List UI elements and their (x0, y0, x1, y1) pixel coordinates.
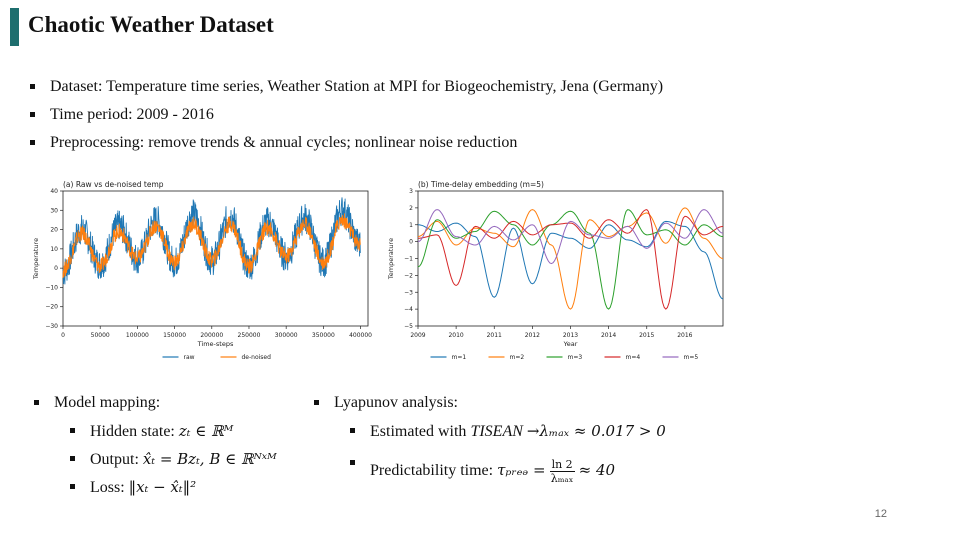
y-axis-label: Temperature (32, 238, 40, 280)
x-tick-label: 2010 (448, 332, 463, 339)
chart-time-delay-embedding: (b) Time-delay embedding (m=5)2009 2010 20… (387, 180, 724, 361)
bullet-preprocessing: Preprocessing: remove trends & annual cy… (30, 132, 663, 160)
tisean-label: TISEAN (470, 423, 523, 440)
series-line-m-4 (417, 209, 724, 310)
x-tick-label: 2012 (525, 332, 540, 339)
y-axis-label: Temperature (387, 238, 395, 280)
plot-frame (62, 190, 369, 327)
legend-label: m=4 (626, 354, 641, 361)
legend-label: m=1 (452, 354, 467, 361)
x-tick-label: 2013 (563, 332, 578, 339)
x-tick-label: 2011 (487, 332, 502, 339)
y-tick-label: 30 (50, 207, 58, 214)
x-tick-label: 2016 (677, 332, 692, 339)
fraction-numerator: ln 2 (549, 457, 575, 472)
x-tick-label: 300000 (275, 332, 298, 339)
y-tick-label: −3 (404, 289, 413, 296)
y-tick-label: 1 (409, 222, 413, 229)
x-tick-label: 100000 (126, 332, 149, 339)
x-tick-label: 0 (61, 332, 65, 339)
y-tick-label: −2 (404, 272, 413, 279)
y-tick-label: 2 (409, 205, 413, 212)
lambda-max-math: →λₘₐₓ ≈ 0.017 > 0 (526, 422, 666, 440)
tau-pred-math: τₚᵣₑₔ = (497, 461, 546, 479)
lyapunov-column: Lyapunov analysis: Estimated with TISEAN… (312, 392, 666, 488)
y-tick-label: 3 (409, 188, 413, 195)
output-math: x̂ₜ = Bzₜ, B ∈ ℝᴺˣᴹ (142, 450, 277, 468)
x-tick-label: 50000 (91, 332, 110, 339)
bullet-dataset: Dataset: Temperature time series, Weathe… (30, 76, 663, 104)
model-mapping-heading: Model mapping: (32, 392, 277, 420)
predictability-item: Predictability time: τₚᵣₑₔ = ln 2 λₘₐₓ ≈… (312, 452, 666, 488)
x-axis-label: Year (563, 340, 578, 348)
x-tick-label: 2014 (601, 332, 616, 339)
x-tick-label: 2015 (639, 332, 654, 339)
slide-title: Chaotic Weather Dataset (28, 12, 274, 37)
page-number: 12 (874, 508, 887, 520)
loss-item: Loss: ‖xₜ − x̂ₜ‖² (32, 476, 277, 504)
x-tick-label: 250000 (238, 332, 261, 339)
x-axis-label: Time-steps (197, 340, 234, 348)
series-line-de-noised (62, 213, 361, 278)
x-tick-label: 350000 (312, 332, 335, 339)
y-tick-label: 0 (409, 239, 413, 246)
y-tick-label: −4 (404, 306, 413, 313)
ln2-over-lambda-fraction: ln 2 λₘₐₓ (549, 457, 575, 485)
y-tick-label: −30 (45, 323, 58, 330)
chart-title: (a) Raw vs de-noised temp (63, 180, 164, 189)
hidden-state-math: zₜ ∈ ℝᴹ (178, 422, 234, 440)
estimate-item: Estimated with TISEAN →λₘₐₓ ≈ 0.017 > 0 (312, 420, 666, 448)
y-tick-label: −20 (45, 304, 58, 311)
fraction-denominator: λₘₐₓ (550, 471, 574, 485)
chart-raw-vs-denoised: (a) Raw vs de-noised temp 0 50000 100000 150… (32, 180, 372, 361)
series-line-raw (62, 197, 361, 285)
x-tick-label: 150000 (163, 332, 186, 339)
y-tick-label: 10 (50, 246, 58, 253)
bullet-time-period: Time period: 2009 - 2016 (30, 104, 663, 132)
title-accent-bar (10, 8, 19, 46)
approx-value-math: ≈ 40 (578, 461, 616, 479)
x-tick-label: 200000 (200, 332, 223, 339)
x-tick-label: 400000 (349, 332, 372, 339)
intro-bullets: Dataset: Temperature time series, Weathe… (30, 76, 663, 160)
legend-label: raw (184, 354, 195, 361)
legend-label: m=5 (684, 354, 699, 361)
x-tick-label: 2009 (410, 332, 425, 339)
lyapunov-heading: Lyapunov analysis: (312, 392, 666, 420)
chart-title: (b) Time-delay embedding (m=5) (418, 180, 544, 189)
y-tick-label: −10 (45, 284, 58, 291)
y-tick-label: 0 (54, 265, 58, 272)
legend-label: m=2 (510, 354, 525, 361)
hidden-state-item: Hidden state: zₜ ∈ ℝᴹ (32, 420, 277, 448)
loss-math: ‖xₜ − x̂ₜ‖² (128, 478, 197, 496)
series-line-m-2 (417, 207, 724, 310)
legend-label: de-noised (242, 354, 272, 361)
model-mapping-column: Model mapping: Hidden state: zₜ ∈ ℝᴹ Out… (32, 392, 277, 504)
y-tick-label: −5 (404, 323, 413, 330)
series-line-m-5 (417, 209, 724, 265)
legend-label: m=3 (568, 354, 583, 361)
y-tick-label: 20 (50, 227, 58, 234)
output-item: Output: x̂ₜ = Bzₜ, B ∈ ℝᴺˣᴹ (32, 448, 277, 476)
series-line-m-3 (417, 209, 724, 310)
y-tick-label: 40 (50, 188, 58, 195)
y-tick-label: −1 (404, 256, 413, 263)
